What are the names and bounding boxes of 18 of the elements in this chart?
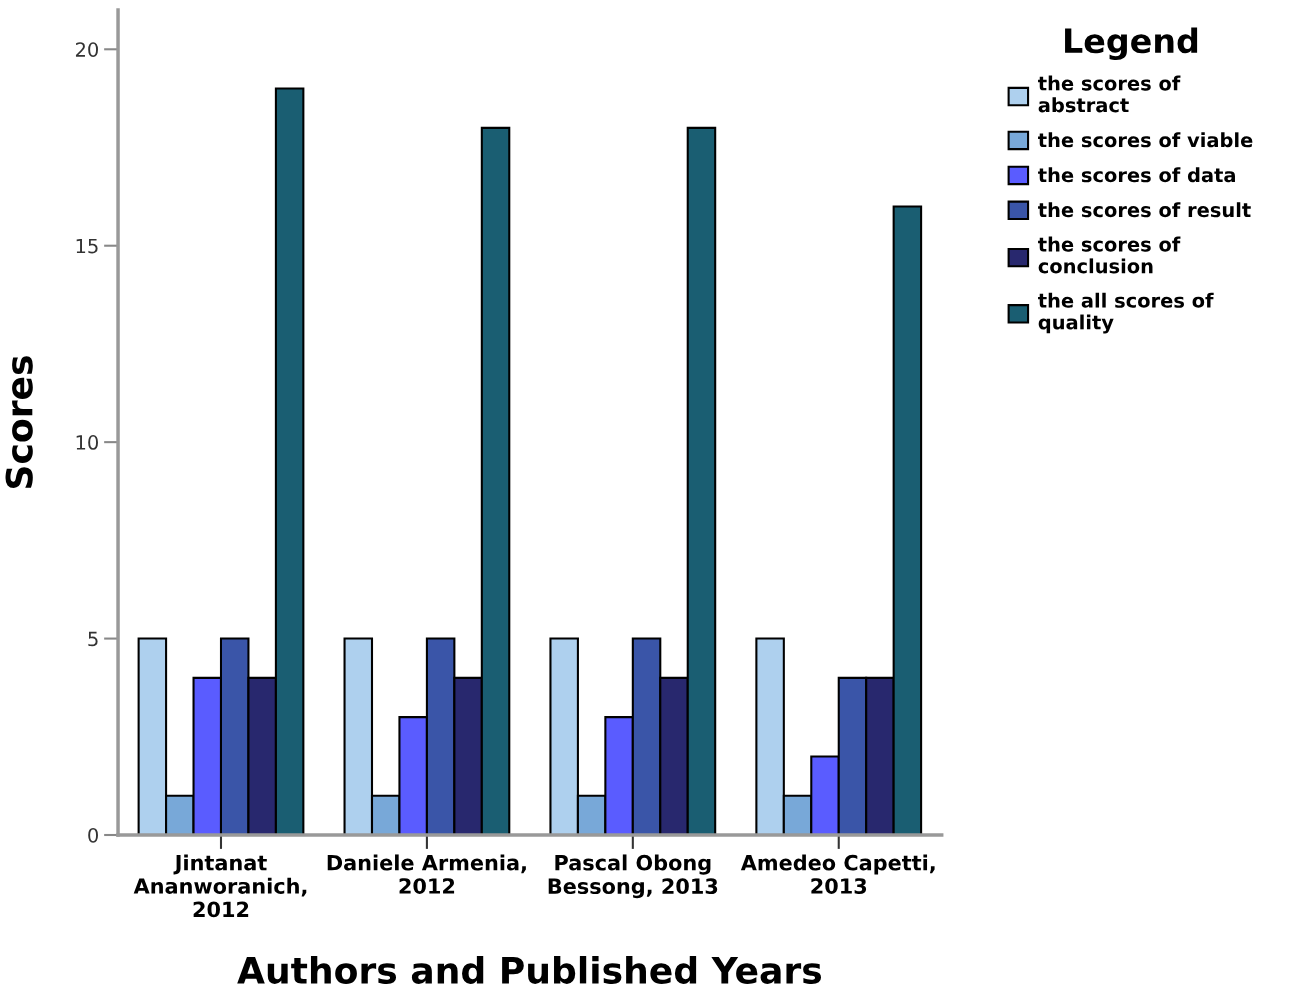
legend-label: the all scores of quality — [1038, 292, 1214, 334]
y-tick-label: 5 — [88, 631, 98, 647]
legend-label: the scores of data — [1038, 167, 1235, 183]
x-axis-title: Authors and Published Years — [237, 955, 822, 984]
x-tick-label: Amedeo Capetti, 2013 — [740, 854, 935, 894]
legend-label: the scores of abstract — [1038, 75, 1181, 113]
y-tick-label: 15 — [76, 238, 98, 254]
x-tick-label: Daniele Armenia, 2012 — [327, 854, 526, 894]
x-tick-label: Jintanat Ananworanich, 2012 — [133, 854, 307, 918]
legend-title: Legend — [1065, 27, 1198, 61]
y-tick-label: 20 — [75, 42, 98, 57]
legend-label: the scores of viable — [1038, 132, 1253, 148]
y-axis-title: Scores — [5, 356, 33, 488]
legend-label: the scores of conclusion — [1038, 236, 1181, 274]
y-tick-label: 10 — [76, 435, 98, 450]
legend-label: the scores of result — [1038, 202, 1251, 218]
x-tick-label: Pascal Obong Bessong, 2013 — [548, 854, 718, 899]
y-tick-label: 0 — [88, 827, 98, 843]
